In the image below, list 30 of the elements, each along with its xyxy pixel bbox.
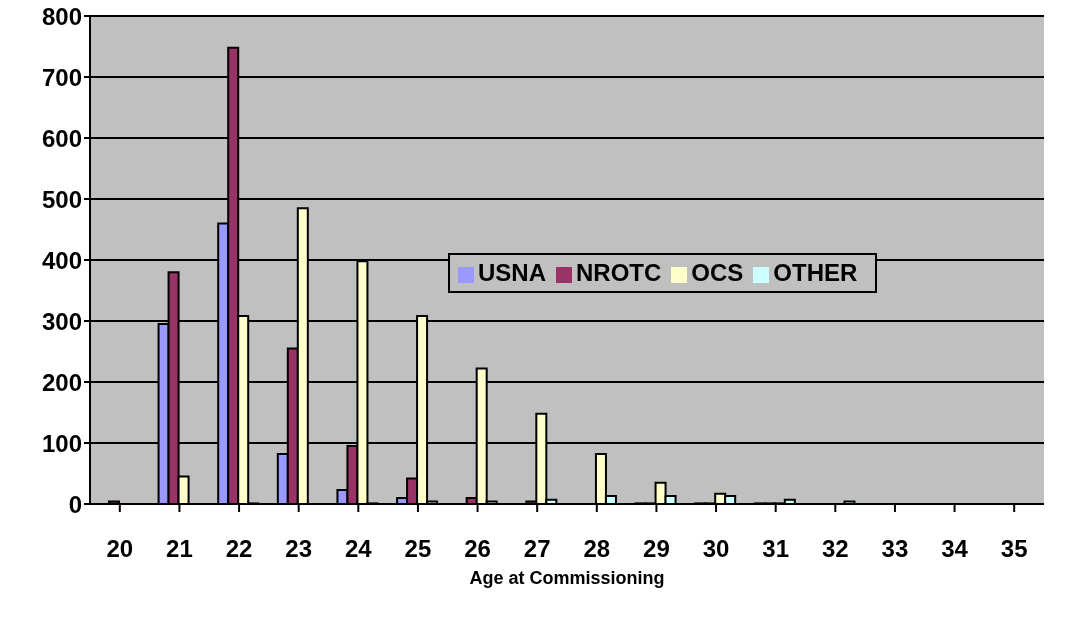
x-tick-label: 27 xyxy=(523,535,551,563)
x-tick-label: 29 xyxy=(643,535,670,563)
y-tick-label: 600 xyxy=(41,124,82,152)
x-tick-label: 23 xyxy=(285,535,313,563)
legend-label: USNA xyxy=(478,259,547,286)
x-tick-label: 31 xyxy=(762,535,790,563)
y-tick-label: 400 xyxy=(41,246,82,274)
legend-label: OTHER xyxy=(773,259,858,286)
x-tick-label: 24 xyxy=(344,535,373,563)
x-tick-label: 30 xyxy=(702,535,730,563)
y-tick-label: 100 xyxy=(41,429,82,457)
x-tick-label: 32 xyxy=(821,535,849,563)
x-tick-label: 35 xyxy=(1000,535,1028,563)
x-tick-label: 28 xyxy=(583,535,611,563)
x-tick-label: 25 xyxy=(404,535,432,563)
y-tick-label: 800 xyxy=(41,2,82,30)
y-tick-label: 500 xyxy=(41,185,82,213)
y-tick-label: 200 xyxy=(41,368,82,396)
y-tick-label: 700 xyxy=(41,63,82,91)
x-tick-label: 33 xyxy=(881,535,909,563)
x-tick-label: 34 xyxy=(941,535,969,563)
legend-label: NROTC xyxy=(576,259,662,286)
x-axis-title: Age at Commissioning xyxy=(469,568,665,588)
x-tick-label: 20 xyxy=(106,535,134,563)
x-tick-label: 21 xyxy=(166,535,193,563)
x-tick-label: 26 xyxy=(464,535,491,563)
y-tick-label: 300 xyxy=(41,307,82,335)
x-tick-label: 22 xyxy=(225,535,253,563)
y-tick-label: 0 xyxy=(68,490,82,518)
legend-label: OCS xyxy=(691,259,744,286)
